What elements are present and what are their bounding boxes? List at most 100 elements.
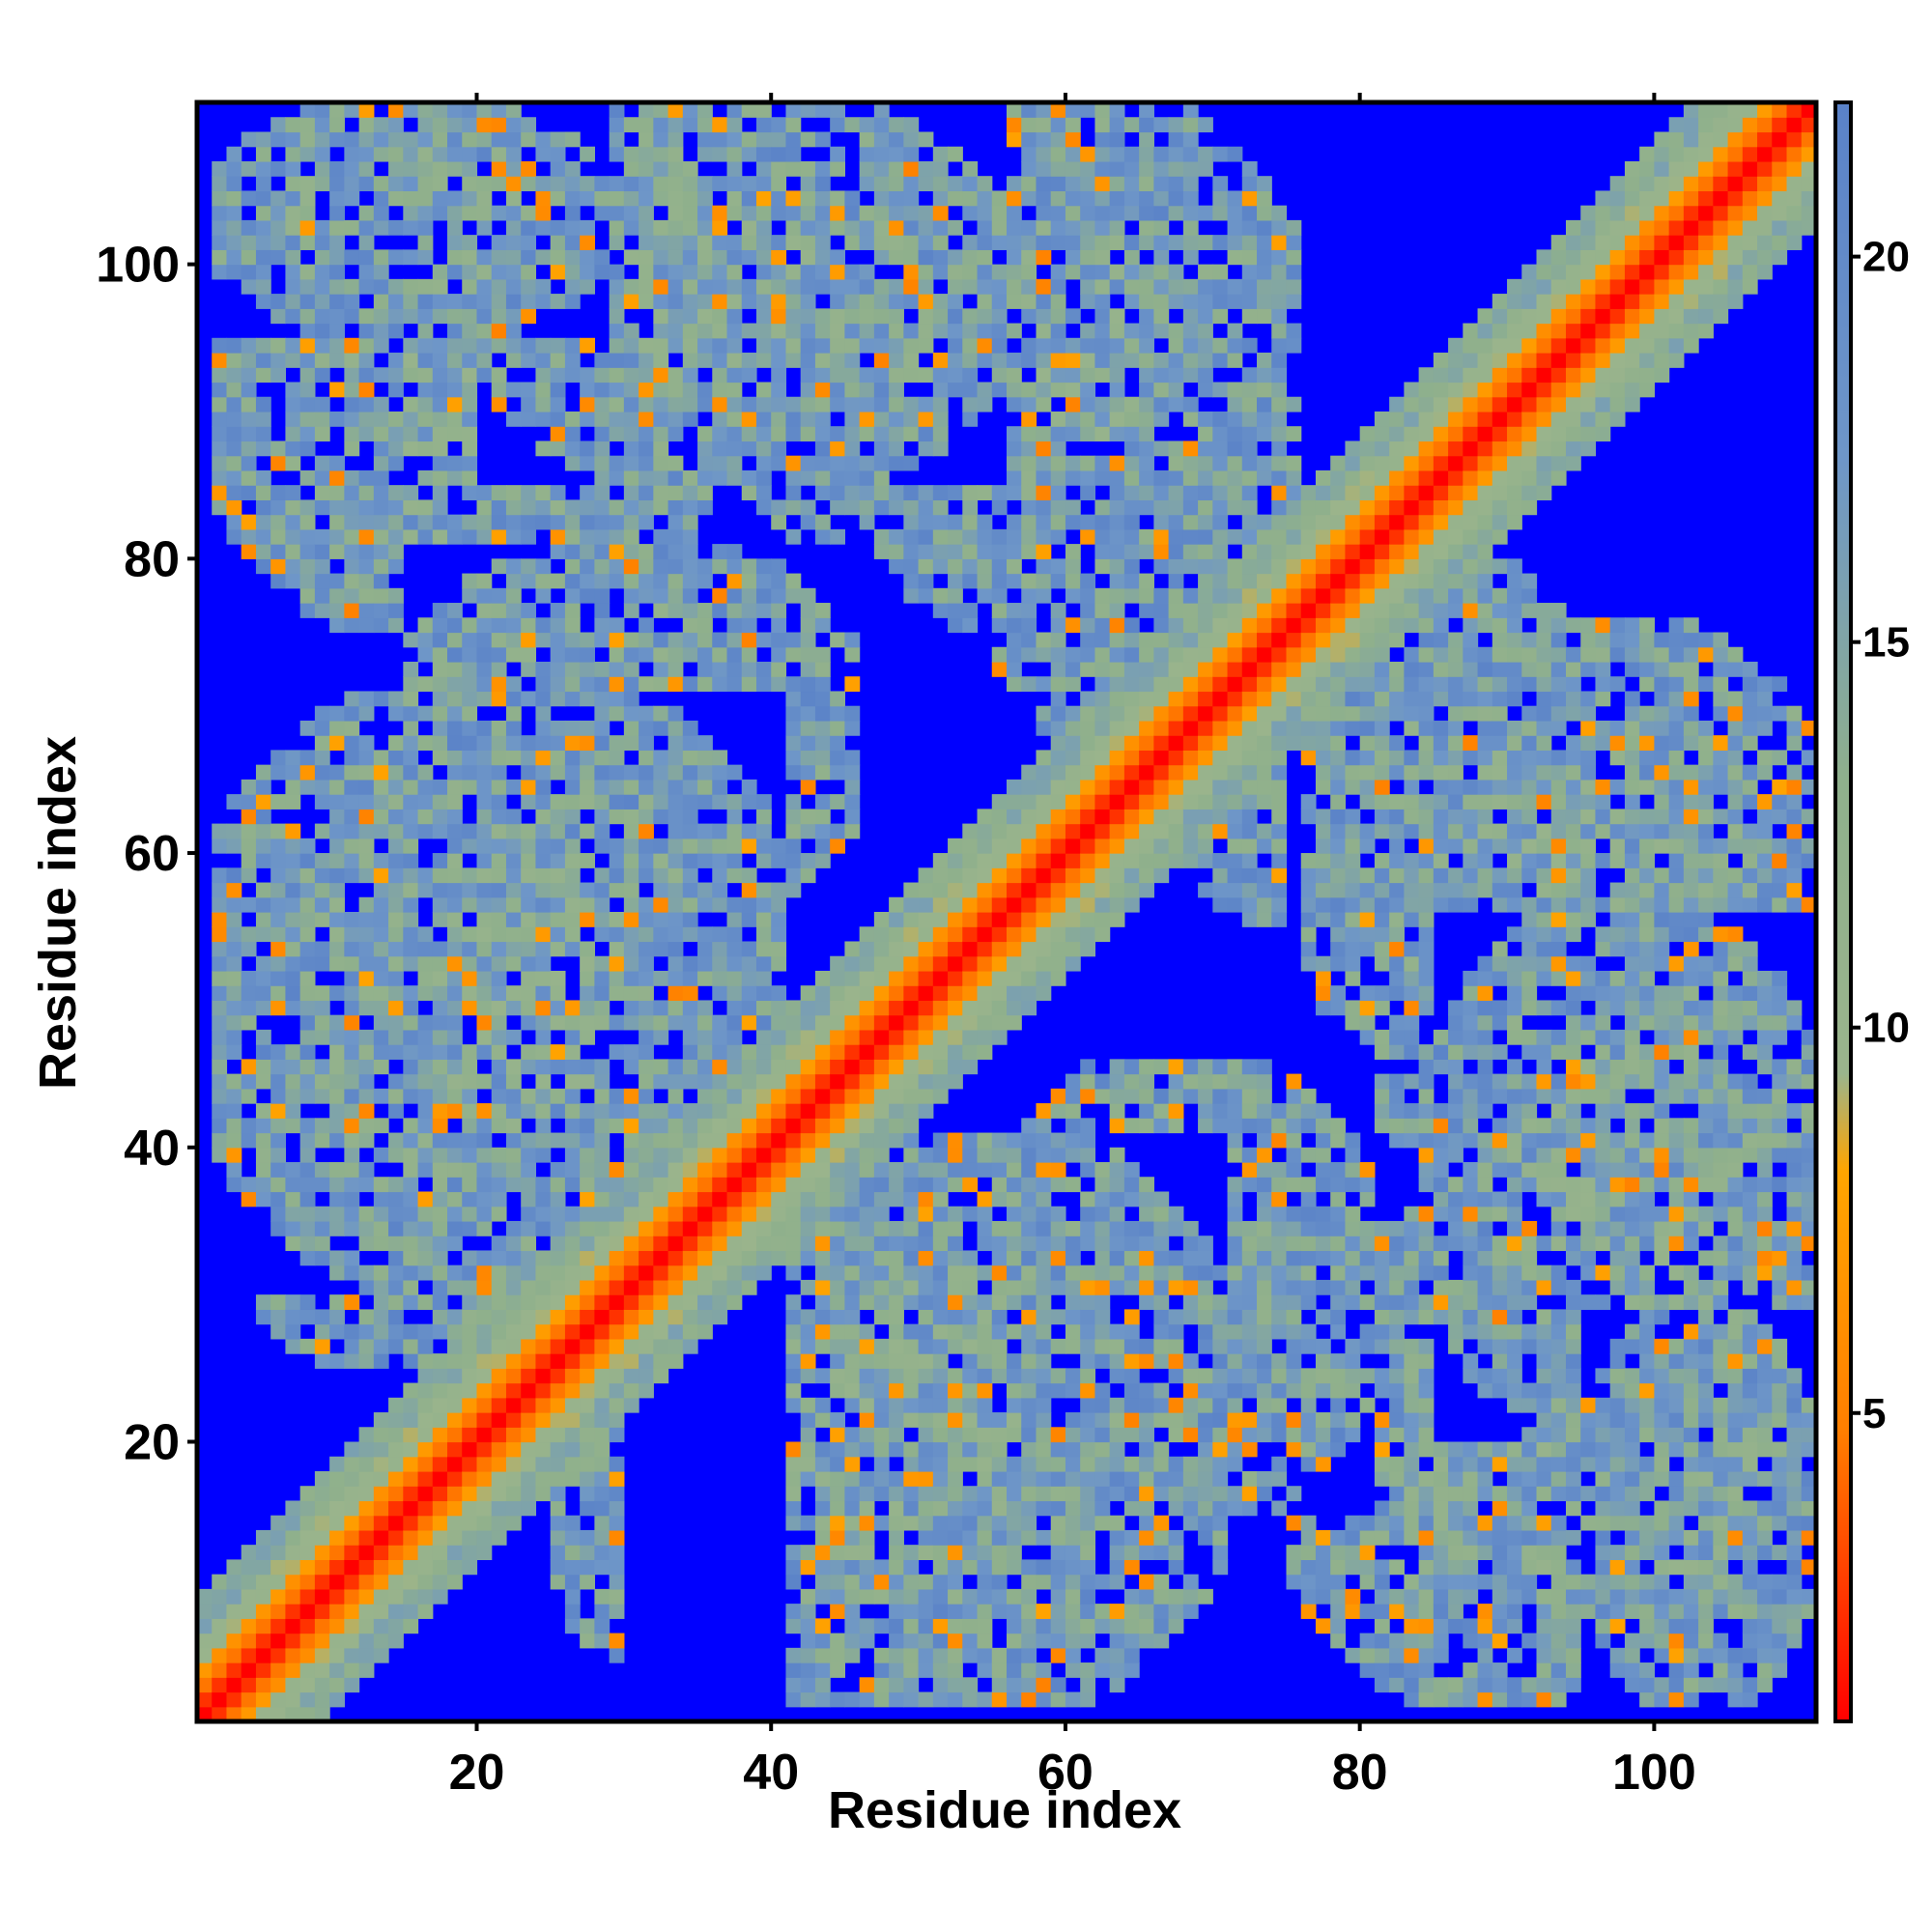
heatmap-cell [329,131,345,148]
heatmap-cell [491,823,507,839]
heatmap-cell [1094,528,1111,545]
heatmap-cell [830,278,845,295]
heatmap-cell [682,160,698,177]
heatmap-cell [403,1559,419,1576]
heatmap-cell [299,514,316,530]
heatmap-cell [918,1574,934,1590]
heatmap-cell [1080,882,1096,898]
heatmap-cell [639,587,654,604]
heatmap-cell [668,411,684,427]
heatmap-cell [1094,1250,1111,1266]
heatmap-cell [844,411,861,427]
heatmap-cell [521,955,537,972]
heatmap-cell [903,1206,920,1222]
heatmap-cell [535,838,552,854]
heatmap-cell [388,1397,404,1413]
heatmap-cell [859,1206,875,1222]
heatmap-cell [564,1441,581,1458]
heatmap-cell [726,955,743,972]
heatmap-cell [712,1162,728,1178]
heatmap-cell [447,514,463,530]
heatmap-cell [785,528,802,545]
heatmap-cell [697,1014,713,1031]
heatmap-cell [1123,1618,1140,1634]
heatmap-cell [462,117,478,133]
heatmap-cell [580,485,595,500]
heatmap-cell [521,764,537,781]
heatmap-cell [1050,912,1066,927]
heatmap-cell [814,720,831,736]
heatmap-cell [639,617,654,634]
heatmap-cell [447,1103,463,1119]
heatmap-cell [623,1220,639,1236]
heatmap-cell [1065,882,1081,898]
heatmap-cell [580,382,595,398]
heatmap-cell [859,294,875,309]
heatmap-cell [432,367,448,384]
heatmap-cell [535,1427,552,1443]
heatmap-cell [447,1000,463,1016]
heatmap-cell [844,1382,861,1399]
heatmap-cell [550,1014,566,1031]
heatmap-cell [241,1706,257,1722]
heatmap-cell [1007,1529,1022,1546]
heatmap-cell [844,426,861,442]
heatmap-cell [403,1250,419,1266]
heatmap-cell [1094,809,1111,825]
heatmap-cell [462,1368,478,1384]
heatmap-cell [241,1059,257,1075]
heatmap-cell [873,235,890,250]
heatmap-cell [830,323,845,339]
heatmap-cell [476,1323,493,1340]
heatmap-cell [668,308,684,325]
heatmap-cell [682,1338,698,1354]
heatmap-cell [1094,632,1111,648]
heatmap-cell [844,1604,861,1619]
heatmap-cell [344,720,360,736]
heatmap-cell [712,146,728,162]
heatmap-cell [771,1132,787,1149]
heatmap-cell [329,249,345,266]
heatmap-cell [918,176,934,192]
heatmap-cell [623,1309,639,1325]
heatmap-cell [241,235,257,250]
heatmap-cell [639,1132,654,1149]
heatmap-cell [741,794,757,810]
heatmap-cell [255,440,271,457]
heatmap-cell [903,146,920,162]
heatmap-cell [948,308,963,325]
heatmap-cell [844,1338,861,1354]
heatmap-cell [755,573,772,589]
heatmap-cell [226,1014,242,1031]
heatmap-cell [889,1604,904,1619]
heatmap-cell [212,1088,228,1104]
heatmap-cell [417,1206,434,1222]
heatmap-cell [1065,411,1081,427]
heatmap-cell [432,1103,448,1119]
heatmap-cell [594,1529,611,1546]
heatmap-cell [432,1279,448,1295]
heatmap-cell [580,499,595,516]
heatmap-cell [1036,941,1052,957]
heatmap-cell [226,1132,242,1149]
heatmap-cell [609,1044,625,1060]
heatmap-cell [889,1236,904,1252]
heatmap-cell [639,867,654,884]
heatmap-cell [1094,1515,1111,1531]
heatmap-cell [639,411,654,427]
heatmap-cell [314,1206,330,1222]
heatmap-cell [1109,1206,1125,1222]
heatmap-cell [889,1545,904,1560]
heatmap-cell [991,1486,1008,1502]
heatmap-cell [755,558,772,575]
heatmap-cell [948,219,963,236]
heatmap-cell [859,1029,875,1045]
heatmap-cell [594,691,611,707]
heatmap-cell [373,779,389,795]
heatmap-cell [564,353,581,368]
heatmap-cell [712,1147,728,1163]
heatmap-cell [991,205,1008,221]
heatmap-cell [697,353,713,368]
heatmap-cell [948,1279,963,1295]
heatmap-cell [403,941,419,957]
